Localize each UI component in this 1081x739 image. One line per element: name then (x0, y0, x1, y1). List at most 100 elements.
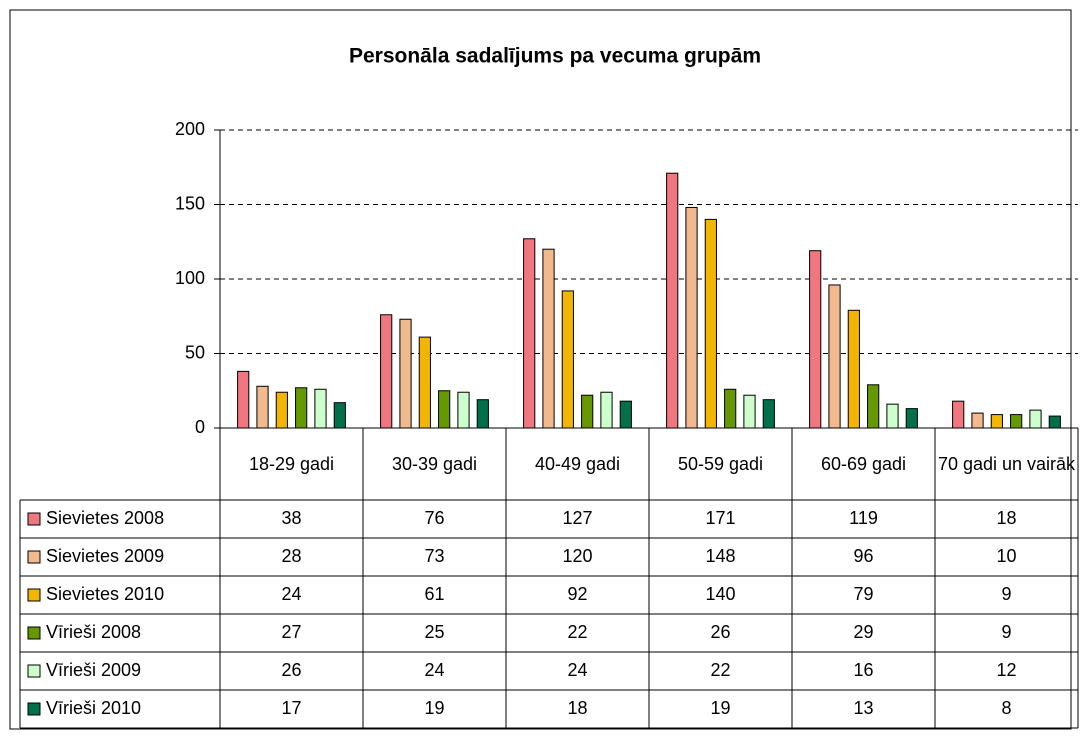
chart-frame (9, 9, 1072, 730)
bar (399, 318, 412, 429)
bar (333, 402, 346, 429)
bar (380, 314, 393, 429)
legend-swatch (27, 702, 41, 716)
bar (295, 387, 308, 429)
bar (275, 391, 288, 429)
y-tick-label: 100 (175, 268, 205, 288)
bar (809, 250, 822, 429)
table-value: 8 (1001, 698, 1011, 718)
table-value: 25 (424, 622, 444, 642)
table-value: 18 (567, 698, 587, 718)
table-value: 119 (849, 508, 878, 528)
table-value: 22 (710, 660, 730, 680)
bar (457, 391, 470, 429)
bar (619, 400, 632, 429)
legend-swatch (27, 550, 41, 564)
category-cell: 60-69 gadi (820, 454, 907, 474)
legend-label: Vīrieši 2008 (46, 622, 141, 642)
y-tick-label: 150 (175, 193, 205, 213)
table-value: 61 (424, 584, 444, 604)
bar (666, 172, 679, 429)
bar (561, 290, 574, 429)
category-cell: 18-29 gadi (248, 454, 335, 474)
table-value: 73 (424, 546, 444, 566)
table-value: 24 (281, 584, 301, 604)
y-tick-label: 0 (195, 417, 205, 437)
table-value: 92 (567, 584, 587, 604)
y-tick-label: 50 (185, 342, 205, 362)
category-cell: 70 gadi un vairāk (937, 454, 1076, 474)
x-tick-label: 18-29 gadi (248, 454, 335, 474)
bar (905, 408, 918, 429)
bar (685, 206, 698, 429)
table-value: 16 (853, 660, 873, 680)
bar (1029, 409, 1042, 429)
bar (952, 400, 965, 429)
bar (867, 384, 880, 429)
table-value: 10 (996, 546, 1016, 566)
table-value: 18 (996, 508, 1016, 528)
table-value: 22 (567, 622, 587, 642)
legend-label: Vīrieši 2009 (46, 660, 141, 680)
bar (1048, 415, 1061, 429)
bar (971, 412, 984, 429)
bar (476, 399, 489, 429)
table-value: 79 (853, 584, 873, 604)
bar (600, 391, 613, 429)
x-tick-label: 40-49 gadi (534, 454, 621, 474)
x-tick-label: 30-39 gadi (391, 454, 478, 474)
table-value: 29 (853, 622, 873, 642)
category-cell: 30-39 gadi (391, 454, 478, 474)
table-value: 171 (705, 508, 735, 528)
bar (418, 336, 431, 429)
bar (990, 414, 1003, 429)
table-value: 19 (710, 698, 730, 718)
table-value: 96 (853, 546, 873, 566)
table-value: 24 (567, 660, 587, 680)
bar (256, 385, 269, 429)
table-value: 28 (281, 546, 301, 566)
category-cell: 50-59 gadi (677, 454, 764, 474)
y-tick-label: 200 (175, 119, 205, 139)
table-value: 127 (562, 508, 592, 528)
bar (581, 394, 594, 429)
bar (762, 399, 775, 429)
table-value: 27 (281, 622, 301, 642)
legend-swatch (27, 626, 41, 640)
table-value: 26 (281, 660, 301, 680)
legend-label: Sievietes 2008 (46, 508, 164, 528)
x-tick-label: 70 gadi un vairāk (937, 454, 1076, 474)
x-tick-label: 50-59 gadi (677, 454, 764, 474)
bar (704, 218, 717, 429)
table-value: 9 (1001, 622, 1011, 642)
table-value: 9 (1001, 584, 1011, 604)
chart-title: Personāla sadalījums pa vecuma grupām (349, 45, 761, 68)
table-value: 24 (424, 660, 444, 680)
bar (542, 248, 555, 429)
legend-label: Sievietes 2009 (46, 546, 164, 566)
legend-swatch (27, 664, 41, 678)
table-value: 120 (562, 546, 592, 566)
table-value: 12 (996, 660, 1016, 680)
bar (438, 390, 451, 429)
table-value: 13 (853, 698, 873, 718)
bar (237, 370, 250, 429)
legend-swatch (27, 512, 41, 526)
bar (886, 403, 899, 429)
table-value: 38 (281, 508, 301, 528)
legend-swatch (27, 588, 41, 602)
table-value: 76 (424, 508, 444, 528)
table-value: 19 (424, 698, 444, 718)
table-value: 140 (705, 584, 735, 604)
bar (314, 388, 327, 429)
table-value: 26 (710, 622, 730, 642)
bar (1010, 414, 1023, 429)
legend-label: Sievietes 2010 (46, 584, 164, 604)
x-tick-label: 60-69 gadi (820, 454, 907, 474)
category-cell: 40-49 gadi (534, 454, 621, 474)
bar (743, 394, 756, 429)
bar (847, 309, 860, 429)
table-value: 148 (705, 546, 735, 566)
legend-label: Vīrieši 2010 (46, 698, 141, 718)
